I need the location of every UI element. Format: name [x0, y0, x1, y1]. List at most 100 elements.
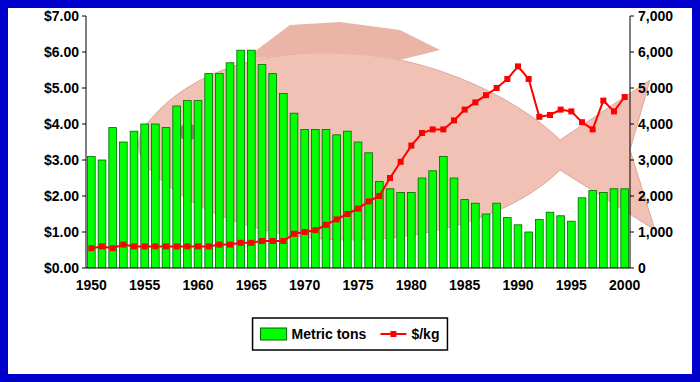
- bar: [578, 198, 586, 268]
- bar: [237, 50, 245, 268]
- bar: [333, 135, 341, 268]
- marker: [142, 243, 148, 249]
- marker: [462, 107, 468, 113]
- x-tick-label: 1980: [396, 277, 427, 293]
- marker: [376, 193, 382, 199]
- marker: [110, 245, 116, 251]
- marker: [451, 117, 457, 123]
- bar: [525, 232, 533, 268]
- bar: [194, 101, 202, 268]
- bar: [386, 189, 394, 268]
- marker: [302, 229, 308, 235]
- marker: [131, 243, 137, 249]
- bar: [514, 225, 522, 268]
- y-tick: [82, 196, 86, 197]
- x-tick-label: 2000: [609, 277, 640, 293]
- legend-item: Metric tons: [261, 326, 367, 342]
- marker: [280, 238, 286, 244]
- marker: [184, 243, 190, 249]
- bar: [439, 156, 447, 268]
- marker: [248, 240, 254, 246]
- x-axis-line: [86, 268, 630, 269]
- marker: [344, 211, 350, 217]
- bar: [162, 128, 170, 268]
- bar: [311, 129, 319, 268]
- marker: [430, 126, 436, 132]
- bar: [322, 129, 330, 268]
- outer-border: [0, 0, 700, 382]
- y-tick: [82, 232, 86, 233]
- bar: [461, 200, 469, 268]
- marker: [291, 231, 297, 237]
- x-tick-label: 1985: [449, 277, 480, 293]
- marker: [387, 175, 393, 181]
- marker: [152, 243, 158, 249]
- marker: [206, 243, 212, 249]
- marker: [216, 242, 222, 248]
- marker: [611, 108, 617, 114]
- y2-tick-label: 7,000: [638, 8, 673, 24]
- y2-tick: [630, 268, 634, 269]
- marker: [472, 99, 478, 105]
- marker: [323, 222, 329, 228]
- bar: [610, 189, 618, 268]
- bar: [599, 192, 607, 268]
- y-tick: [82, 160, 86, 161]
- legend-item: $/kg: [380, 326, 439, 342]
- y-tick-label: $6.00: [44, 44, 79, 60]
- x-tick-label: 1990: [502, 277, 533, 293]
- bar: [418, 178, 426, 268]
- marker: [238, 240, 244, 246]
- marker: [366, 198, 372, 204]
- bar: [226, 63, 234, 268]
- y2-tick-label: 2,000: [638, 188, 673, 204]
- marker: [99, 243, 105, 249]
- bar: [215, 74, 223, 268]
- y2-tick-label: 6,000: [638, 44, 673, 60]
- bar: [493, 203, 501, 268]
- marker: [355, 206, 361, 212]
- y2-tick: [630, 196, 634, 197]
- marker: [334, 216, 340, 222]
- bar: [301, 129, 309, 268]
- bar: [98, 160, 106, 268]
- bar: [471, 203, 479, 268]
- y2-tick-label: 5,000: [638, 80, 673, 96]
- y-tick-label: $1.00: [44, 224, 79, 240]
- y-tick-label: $0.00: [44, 260, 79, 276]
- marker: [312, 227, 318, 233]
- legend: Metric tons $/kg: [253, 318, 448, 350]
- plot-area: [87, 50, 628, 268]
- bar: [397, 192, 405, 268]
- marker: [558, 107, 564, 113]
- bar: [407, 192, 415, 268]
- x-tick-label: 1960: [182, 277, 213, 293]
- y-tick: [82, 52, 86, 53]
- x-tick-label: 1965: [236, 277, 267, 293]
- legend-label: Metric tons: [292, 326, 367, 342]
- price-line: [91, 66, 624, 248]
- marker: [398, 159, 404, 165]
- y2-tick: [630, 160, 634, 161]
- marker: [270, 238, 276, 244]
- bar: [589, 191, 597, 268]
- marker: [504, 76, 510, 82]
- bar: [258, 65, 266, 268]
- y-tick-label: $2.00: [44, 188, 79, 204]
- bar: [375, 182, 383, 268]
- bar: [546, 212, 554, 268]
- y2-tick: [630, 88, 634, 89]
- y-tick: [82, 124, 86, 125]
- y2-tick: [630, 52, 634, 53]
- marker: [494, 85, 500, 91]
- chart: $0.00$1.00$2.00$3.00$4.00$5.00$6.00$7.00…: [0, 0, 700, 382]
- bar: [482, 214, 490, 268]
- y-tick: [82, 16, 86, 17]
- y2-tick-label: 4,000: [638, 116, 673, 132]
- marker: [515, 63, 521, 69]
- bar: [450, 178, 458, 268]
- fish-fin: [250, 22, 440, 60]
- legend-label: $/kg: [411, 326, 439, 342]
- y-tick: [82, 268, 86, 269]
- x-tick-label: 1955: [129, 277, 160, 293]
